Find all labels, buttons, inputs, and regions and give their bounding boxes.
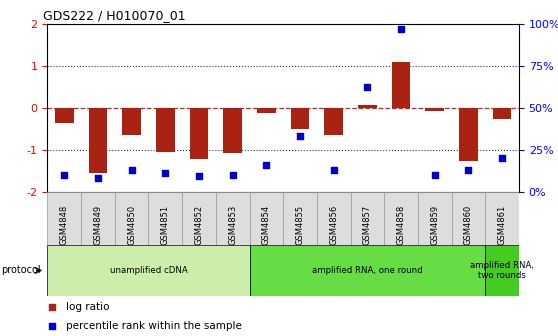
FancyBboxPatch shape: [47, 192, 81, 245]
Text: log ratio: log ratio: [66, 302, 110, 312]
Text: percentile rank within the sample: percentile rank within the sample: [66, 321, 242, 331]
FancyBboxPatch shape: [148, 192, 182, 245]
Point: [329, 167, 338, 172]
FancyBboxPatch shape: [350, 192, 384, 245]
Bar: [291, 108, 309, 129]
Text: GSM4859: GSM4859: [430, 205, 439, 245]
Bar: [426, 108, 444, 111]
Bar: [156, 108, 175, 152]
FancyBboxPatch shape: [81, 192, 115, 245]
Text: amplified RNA,
two rounds: amplified RNA, two rounds: [470, 261, 534, 280]
Point: [47, 323, 56, 329]
Point: [60, 172, 69, 177]
Bar: [89, 108, 107, 173]
Bar: [190, 108, 208, 159]
Text: GSM4861: GSM4861: [498, 205, 507, 245]
Text: GSM4850: GSM4850: [127, 205, 136, 245]
Point: [94, 175, 103, 181]
Point: [195, 174, 204, 179]
Text: GSM4848: GSM4848: [60, 205, 69, 245]
FancyBboxPatch shape: [249, 245, 485, 296]
Text: GSM4851: GSM4851: [161, 205, 170, 245]
Text: GSM4849: GSM4849: [93, 205, 103, 245]
Bar: [358, 104, 377, 108]
FancyBboxPatch shape: [485, 245, 519, 296]
Point: [363, 85, 372, 90]
Point: [498, 155, 507, 161]
Bar: [55, 108, 74, 124]
Bar: [459, 108, 478, 161]
Text: GSM4854: GSM4854: [262, 205, 271, 245]
Point: [430, 172, 439, 177]
Point: [228, 172, 237, 177]
Bar: [257, 108, 276, 113]
Bar: [223, 108, 242, 153]
Text: GSM4855: GSM4855: [296, 205, 305, 245]
Bar: [122, 108, 141, 135]
Text: protocol: protocol: [1, 265, 41, 276]
Point: [127, 167, 136, 172]
Point: [464, 167, 473, 172]
FancyBboxPatch shape: [47, 245, 249, 296]
FancyBboxPatch shape: [283, 192, 317, 245]
Point: [47, 304, 56, 310]
Point: [161, 170, 170, 176]
Text: GDS222 / H010070_01: GDS222 / H010070_01: [43, 9, 185, 23]
FancyBboxPatch shape: [115, 192, 148, 245]
FancyBboxPatch shape: [418, 192, 451, 245]
FancyBboxPatch shape: [216, 192, 249, 245]
Point: [262, 162, 271, 167]
Text: amplified RNA, one round: amplified RNA, one round: [312, 266, 423, 275]
FancyBboxPatch shape: [317, 192, 350, 245]
Text: GSM4860: GSM4860: [464, 205, 473, 245]
FancyBboxPatch shape: [451, 192, 485, 245]
Text: GSM4856: GSM4856: [329, 205, 338, 245]
Text: GSM4857: GSM4857: [363, 205, 372, 245]
FancyBboxPatch shape: [384, 192, 418, 245]
Point: [397, 26, 406, 31]
FancyBboxPatch shape: [485, 192, 519, 245]
Bar: [324, 108, 343, 135]
Bar: [493, 108, 511, 119]
Bar: [392, 62, 410, 108]
Text: unamplified cDNA: unamplified cDNA: [109, 266, 187, 275]
FancyBboxPatch shape: [249, 192, 283, 245]
Text: GSM4852: GSM4852: [195, 205, 204, 245]
Text: GSM4858: GSM4858: [397, 205, 406, 245]
Text: GSM4853: GSM4853: [228, 205, 237, 245]
Point: [296, 133, 305, 139]
FancyBboxPatch shape: [182, 192, 216, 245]
